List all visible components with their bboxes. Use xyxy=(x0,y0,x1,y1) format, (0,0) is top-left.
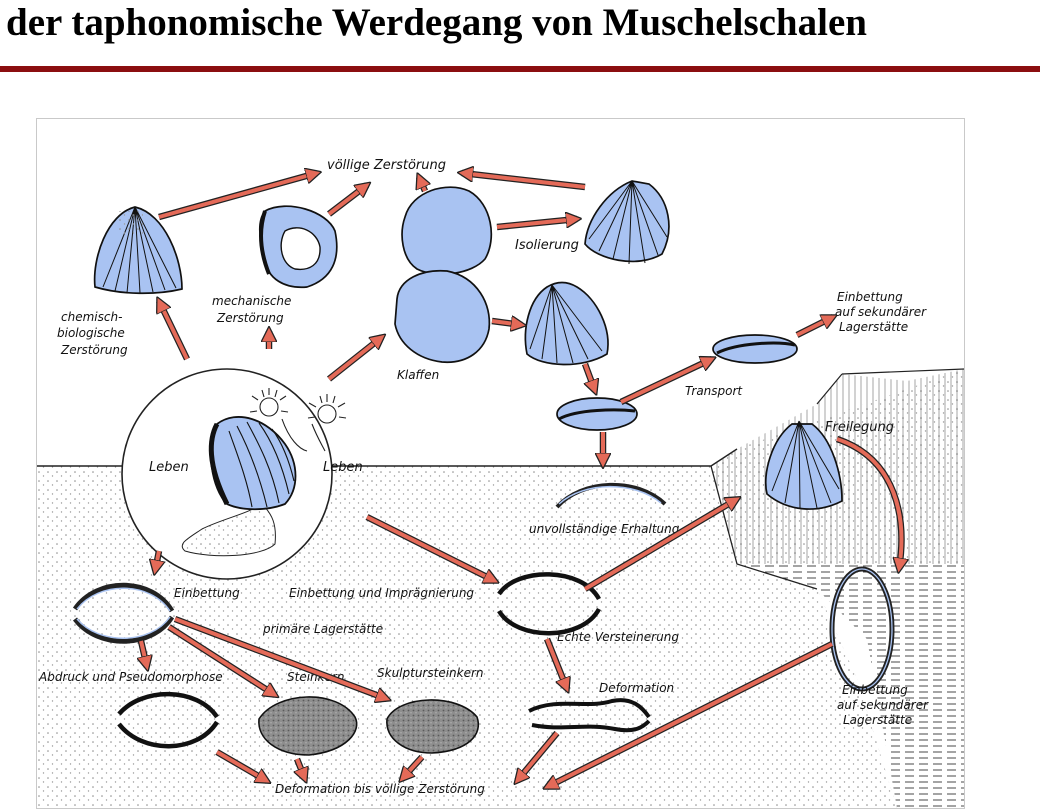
taphonomy-figure: Leben Leben chemisch- biologische Zerstö… xyxy=(36,118,965,809)
shell-isolated xyxy=(584,180,670,265)
leben-right-label: Leben xyxy=(323,460,363,475)
einbettung-label: Einbettung xyxy=(174,586,240,600)
taphonomy-diagram: Leben Leben chemisch- biologische Zerstö… xyxy=(37,158,964,808)
process-arrows-fill xyxy=(141,173,901,787)
primaere-lagerstaette-label: primäre Lagerstätte xyxy=(262,622,383,636)
shell-chemical-decay xyxy=(93,206,183,295)
chemisch-label-3: Zerstörung xyxy=(60,343,128,357)
shell-transported xyxy=(556,397,638,431)
shell-true-fossil xyxy=(497,572,601,636)
shell-open-valve-lower xyxy=(394,269,491,363)
deformation-bis-label: Deformation bis völlige Zerstörung xyxy=(275,782,485,796)
leben-left-label: Leben xyxy=(149,460,189,475)
voellige-zerstoerung-label: völlige Zerstörung xyxy=(327,158,446,173)
shell-secondary-embedded xyxy=(829,566,895,692)
deformed-shell xyxy=(528,698,651,733)
shell-mechanical-destruction xyxy=(258,205,338,289)
steinkern-cast xyxy=(258,696,358,756)
life-circle: Leben Leben xyxy=(121,368,363,580)
mold-impression xyxy=(117,691,219,749)
siphon-tentacles xyxy=(249,388,347,452)
shell-secondary-transport xyxy=(712,334,798,364)
chemisch-label-1: chemisch- xyxy=(61,310,122,324)
unvollstaendige-label: unvollständige Erhaltung xyxy=(529,522,680,536)
shell-exposed xyxy=(764,420,843,510)
transport-label: Transport xyxy=(685,384,743,398)
einbettung-impraegnierung-label: Einbettung und Imprägnierung xyxy=(289,586,474,600)
skulptursteinkern-cast xyxy=(386,699,480,754)
shell-incomplete xyxy=(555,482,667,509)
einbettung-sek-bottom-1: Einbettung xyxy=(842,683,908,697)
einbettung-sek-bottom-3: Lagerstätte xyxy=(843,713,912,727)
skulptursteinkern-label: Skulptursteinkern xyxy=(377,666,484,680)
einbettung-sek-top-3: Lagerstätte xyxy=(839,320,908,334)
einbettung-sek-top-2: auf sekundärer xyxy=(835,305,927,319)
shell-embedded-primary xyxy=(72,582,175,644)
freilegung-label: Freilegung xyxy=(825,420,894,435)
klaffen-label: Klaffen xyxy=(397,368,439,382)
deformation-label: Deformation xyxy=(599,681,674,695)
page-title: der taphonomische Werdegang von Muschels… xyxy=(6,1,867,44)
einbettung-sek-top-1: Einbettung xyxy=(837,290,903,304)
shell-open-valve-upper xyxy=(401,186,493,276)
echte-versteinerung-label: Echte Versteinerung xyxy=(557,630,679,644)
abdruck-label: Abdruck und Pseudomorphose xyxy=(38,670,223,684)
shell-single-valve xyxy=(524,281,609,366)
mechanisch-label-1: mechanische xyxy=(212,294,291,308)
title-rule xyxy=(0,66,1040,72)
chemisch-label-2: biologische xyxy=(57,326,125,340)
isolierung-label: Isolierung xyxy=(515,238,579,253)
mechanisch-label-2: Zerstörung xyxy=(216,311,284,325)
einbettung-sek-bottom-2: auf sekundärer xyxy=(837,698,929,712)
